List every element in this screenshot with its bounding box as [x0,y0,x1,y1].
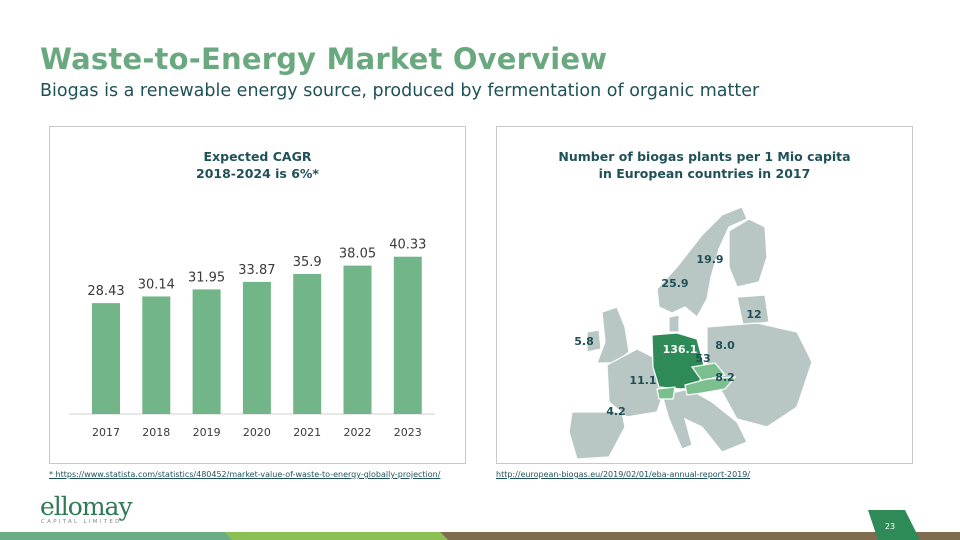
map-label-poland: 8.0 [715,339,735,352]
data-label: 38.05 [339,247,376,262]
map-title: Number of biogas plants per 1 Mio capita… [497,148,912,182]
map-label-germany: 136.1 [663,343,698,356]
ellomay-logo: ellomay [40,492,133,521]
bar-2020 [242,281,271,414]
x-tick-label: 2021 [293,426,321,439]
x-tick-label: 2022 [344,426,372,439]
map-label-latvia: 12 [746,308,761,321]
map-norway-sweden [656,206,748,318]
page-number: 23 [885,522,895,531]
footer-band: 23 [0,510,960,540]
map-label-sweden: 19.9 [696,253,723,266]
data-label: 28.43 [87,284,124,299]
map-baltics [736,294,770,326]
x-tick-label: 2017 [92,426,120,439]
map-austria-hungary [684,376,737,396]
map-label-norway: 25.9 [661,277,688,290]
chart-title-line: Expected CAGR [203,149,312,164]
map-czech [690,362,727,382]
map-denmark [668,314,680,333]
footnote-statista-link[interactable]: * https://www.statista.com/statistics/48… [49,470,441,479]
bar-chart-panel: Expected CAGR 2018-2024 is 6%* 28.43 2017… [49,126,466,464]
bar-2018 [142,296,171,414]
map-label-czech-republic: 53 [695,352,710,365]
footnote-eba-link[interactable]: http://european-biogas.eu/2019/02/01/eba… [496,470,751,479]
map-switzerland [656,386,676,400]
chart-title: Expected CAGR 2018-2024 is 6%* [50,148,465,182]
bar-2022 [343,265,372,414]
x-tick-label: 2023 [394,426,422,439]
data-label: 40.33 [389,238,426,253]
data-label: 35.9 [293,255,322,270]
map-panel: Number of biogas plants per 1 Mio capita… [496,126,913,464]
bar-2021 [293,273,322,414]
map-title-line: in European countries in 2017 [598,166,811,181]
bar-2023 [393,256,422,414]
map-finland [728,218,768,288]
slide-title: Waste-to-Energy Market Overview [40,42,608,76]
chart-title-line: 2018-2024 is 6%* [196,166,319,181]
map-title-line: Number of biogas plants per 1 Mio capita [558,149,851,164]
page-number-tab [868,510,920,540]
map-italy-balkans [661,388,748,453]
map-france [606,348,666,418]
data-label: 30.14 [138,277,175,292]
map-ireland [586,329,602,353]
bar-2017 [92,303,120,414]
data-label: 33.87 [238,263,275,278]
map-label-spain: 4.2 [606,405,626,418]
map-label-ireland: 5.8 [574,335,594,348]
x-tick-label: 2018 [142,426,170,439]
europe-map: 19.9 25.9 12 5.8 136.1 8.0 53 8.2 11.1 4.2 [568,206,813,460]
map-label-france: 11.1 [629,374,656,387]
data-label: 31.95 [188,270,225,285]
map-uk [596,306,630,364]
map-iberia [568,411,626,460]
x-tick-label: 2020 [243,426,271,439]
bar-chart: 28.43 2017 30.14 2018 31.95 2019 33.87 2020 35.9… [69,238,435,439]
logo-subtitle: CAPITAL LIMITED [41,519,122,525]
map-label-hungary: 8.2 [715,371,735,384]
bar-2019 [192,289,221,414]
slide-subtitle: Biogas is a renewable energy source, pro… [40,81,760,101]
x-tick-label: 2019 [193,426,221,439]
